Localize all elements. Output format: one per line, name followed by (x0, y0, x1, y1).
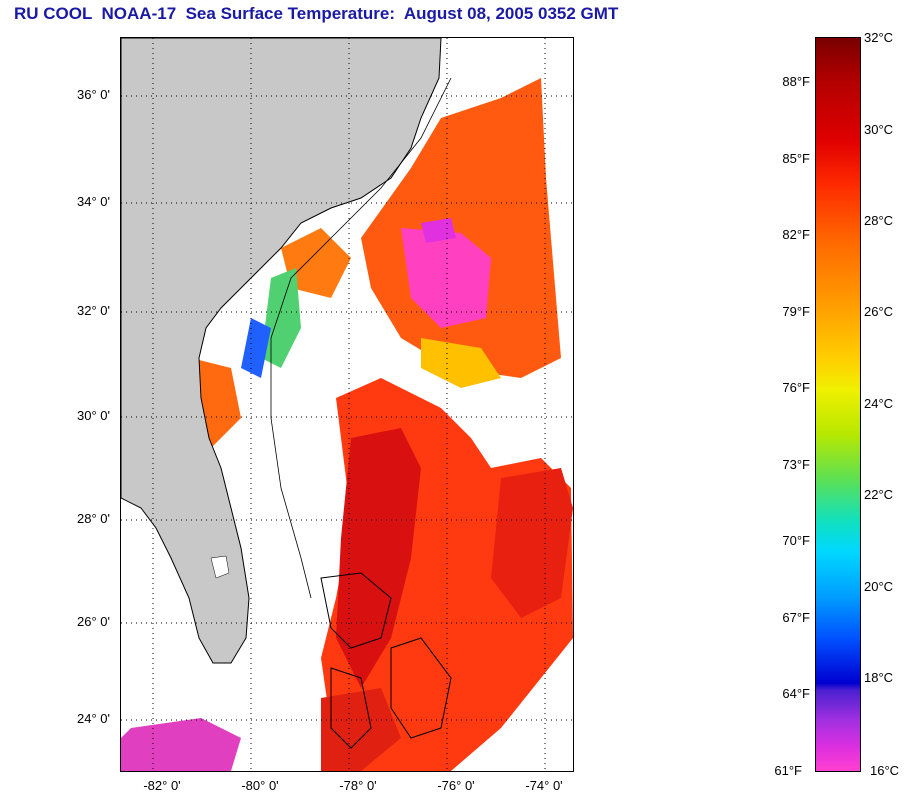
sst-patch-yellow (421, 338, 501, 388)
sst-patch-south (121, 718, 241, 771)
land-mass (121, 38, 442, 664)
sst-patch-blue (241, 318, 271, 378)
colorbar-f-67: 67°F (782, 610, 810, 625)
colorbar-f-61: 61°F (774, 763, 802, 778)
colorbar-f-82: 82°F (782, 227, 810, 242)
colorbar-f-70: 70°F (782, 533, 810, 548)
sst-patch-south-2 (321, 688, 401, 771)
colorbar-c-16: 16°C (870, 763, 900, 778)
sst-map-canvas (121, 38, 573, 771)
temperature-colorbar (815, 37, 861, 772)
isobath-contour (270, 77, 452, 599)
lat-label-26: 26° 0' (77, 614, 110, 629)
colorbar-c-20: 20°C (864, 579, 894, 594)
sst-patch-shelf (281, 228, 351, 298)
lat-label-36: 36° 0' (77, 87, 110, 102)
colorbar-f-88: 88°F (782, 74, 810, 89)
colorbar-c-28: 28°C (864, 213, 894, 228)
lat-label-28: 28° 0' (77, 511, 110, 526)
colorbar-f-64: 64°F (782, 686, 810, 701)
lon-label-74: -74° 0' (525, 778, 563, 793)
colorbar-c-24: 24°C (864, 396, 894, 411)
island (210, 555, 230, 579)
colorbar-f-85: 85°F (782, 151, 810, 166)
graticule (121, 38, 573, 771)
sst-patch-east (491, 468, 573, 618)
sst-patch-cool-2 (421, 218, 456, 243)
lat-label-34: 34° 0' (77, 194, 110, 209)
lat-label-32: 32° 0' (77, 303, 110, 318)
lat-label-30: 30° 0' (77, 408, 110, 423)
sst-patch-north (361, 78, 561, 378)
bahamas-outlines (320, 572, 452, 749)
colorbar-c-18: 18°C (864, 670, 894, 685)
sst-patch-green (261, 268, 301, 368)
sst-patch-hot (336, 428, 421, 688)
lon-label-80: -80° 0' (241, 778, 279, 793)
colorbar-c-26: 26°C (864, 304, 894, 319)
colorbar-f-79: 79°F (782, 304, 810, 319)
colorbar-c-32: 32°C (864, 30, 894, 45)
lon-label-78: -78° 0' (339, 778, 377, 793)
lat-label-24: 24° 0' (77, 711, 110, 726)
colorbar-c-22: 22°C (864, 487, 894, 502)
colorbar-c-30: 30°C (864, 122, 894, 137)
lon-label-76: -76° 0' (437, 778, 475, 793)
sst-map[interactable] (120, 37, 574, 772)
lon-label-82: -82° 0' (143, 778, 181, 793)
colorbar-f-73: 73°F (782, 457, 810, 472)
colorbar-f-76: 76°F (782, 380, 810, 395)
sst-patch-cool (401, 228, 491, 328)
map-title: RU COOL NOAA-17 Sea Surface Temperature:… (14, 4, 619, 23)
